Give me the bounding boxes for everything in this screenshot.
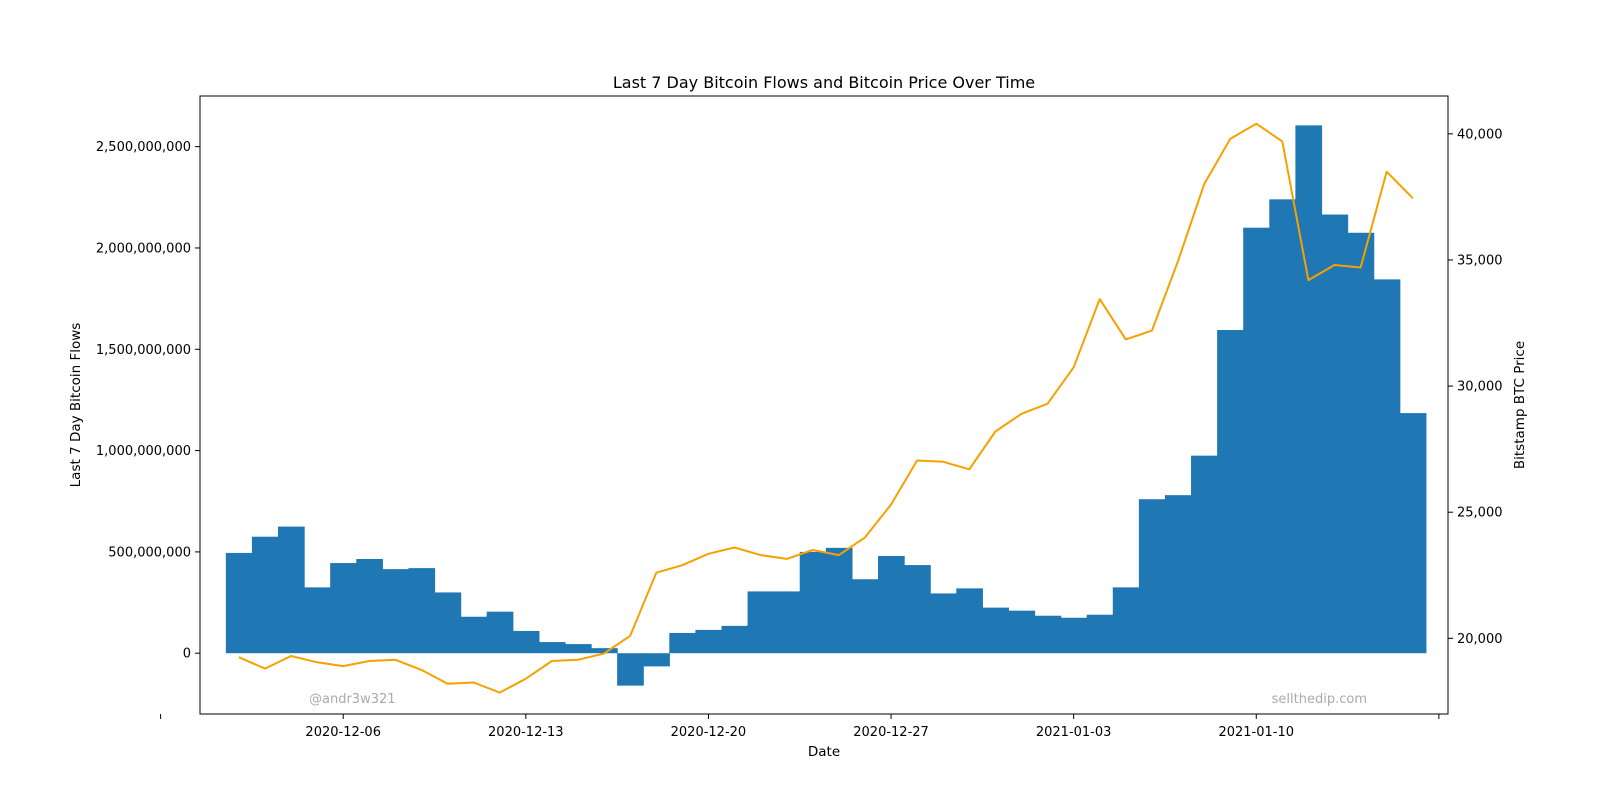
y-axis-right: 20,000 25,000 30,000 35,000 40,000 — [1448, 127, 1503, 647]
flow-bar — [982, 607, 1010, 654]
y-tick-label: 0 — [183, 647, 191, 662]
y-axis-label: Last 7 Day Bitcoin Flows — [68, 323, 84, 488]
flow-bar — [1399, 413, 1427, 654]
flow-bar — [512, 630, 540, 654]
flow-bar — [747, 591, 775, 654]
flow-bar — [1347, 232, 1375, 654]
flow-bar — [1217, 330, 1244, 654]
flow-bar — [773, 591, 801, 654]
x-tick-label: 2020-12-20 — [671, 725, 747, 740]
flow-bar — [591, 648, 618, 654]
flow-bar — [1112, 587, 1140, 654]
flow-bar — [1086, 614, 1114, 654]
y-axis-left: 0 500,000,000 1,000,000,000 1,500,000,000 2,… — [96, 140, 200, 662]
price-line — [238, 122, 1414, 694]
price-polyline — [238, 122, 1414, 694]
y2-axis-label: Bitstamp BTC Price — [1512, 341, 1528, 469]
flow-bar — [1034, 615, 1062, 654]
x-axis: 2020-12-06 2020-12-13 2020-12-20 2020-12-27… — [160, 714, 1440, 740]
flow-bar — [225, 552, 253, 654]
y2-tick-label: 20,000 — [1457, 632, 1503, 647]
flow-bar — [904, 565, 931, 654]
flow-bar — [956, 588, 983, 654]
flow-bar — [878, 555, 905, 654]
chart-title: Last 7 Day Bitcoin Flows and Bitcoin Pri… — [613, 73, 1035, 92]
y2-tick-label: 25,000 — [1457, 506, 1503, 521]
flow-bar — [251, 536, 279, 654]
flow-bar — [408, 568, 436, 654]
flow-bar — [930, 593, 957, 654]
flow-bar — [278, 526, 305, 654]
flow-bar — [851, 579, 879, 654]
flow-bar — [1243, 227, 1270, 654]
y2-tick-label: 35,000 — [1457, 253, 1503, 268]
flow-bar — [564, 644, 592, 654]
flow-bar — [1008, 610, 1036, 654]
flow-bar — [721, 625, 749, 654]
x-tick-label: 2020-12-06 — [305, 725, 381, 740]
flow-bar — [460, 616, 488, 654]
flow-bar — [304, 587, 331, 654]
flow-bar — [1138, 499, 1166, 654]
flow-bar — [1373, 279, 1401, 654]
x-tick-label: 2021-01-10 — [1218, 725, 1294, 740]
flow-bar — [538, 642, 566, 654]
flow-bar — [356, 558, 383, 654]
flow-bar — [1191, 455, 1218, 654]
y2-tick-label: 30,000 — [1457, 380, 1503, 395]
flow-bar — [434, 592, 462, 654]
y-tick-label: 2,500,000,000 — [96, 140, 191, 155]
flow-bar — [1321, 214, 1349, 654]
watermark-author: @andr3w321 — [309, 692, 396, 707]
flow-bar — [617, 653, 644, 686]
x-tick-label: 2020-12-27 — [853, 725, 929, 740]
y2-tick-label: 40,000 — [1457, 127, 1503, 142]
flow-bar — [1295, 125, 1323, 654]
x-axis-label: Date — [808, 744, 840, 760]
y-tick-label: 1,000,000,000 — [96, 444, 191, 459]
x-tick-label: 2020-12-13 — [488, 725, 564, 740]
flow-bar — [1269, 199, 1296, 654]
flow-bar — [643, 653, 670, 667]
flow-bar — [825, 547, 853, 654]
y-tick-label: 1,500,000,000 — [96, 343, 191, 358]
flow-bar — [330, 563, 357, 654]
flow-bar — [382, 569, 410, 654]
flow-bars — [225, 125, 1427, 686]
flow-bar — [799, 551, 827, 654]
watermark-site: sellthedip.com — [1272, 692, 1367, 707]
x-tick-label: 2021-01-03 — [1036, 725, 1112, 740]
flow-bar — [1164, 495, 1192, 654]
y-tick-label: 2,000,000,000 — [96, 241, 191, 256]
flow-bar — [486, 611, 514, 654]
flow-bar — [695, 629, 723, 654]
flow-bar — [669, 632, 696, 654]
plot-frame — [199, 95, 1449, 715]
flow-bar — [1060, 617, 1088, 654]
y-tick-label: 500,000,000 — [108, 545, 191, 560]
